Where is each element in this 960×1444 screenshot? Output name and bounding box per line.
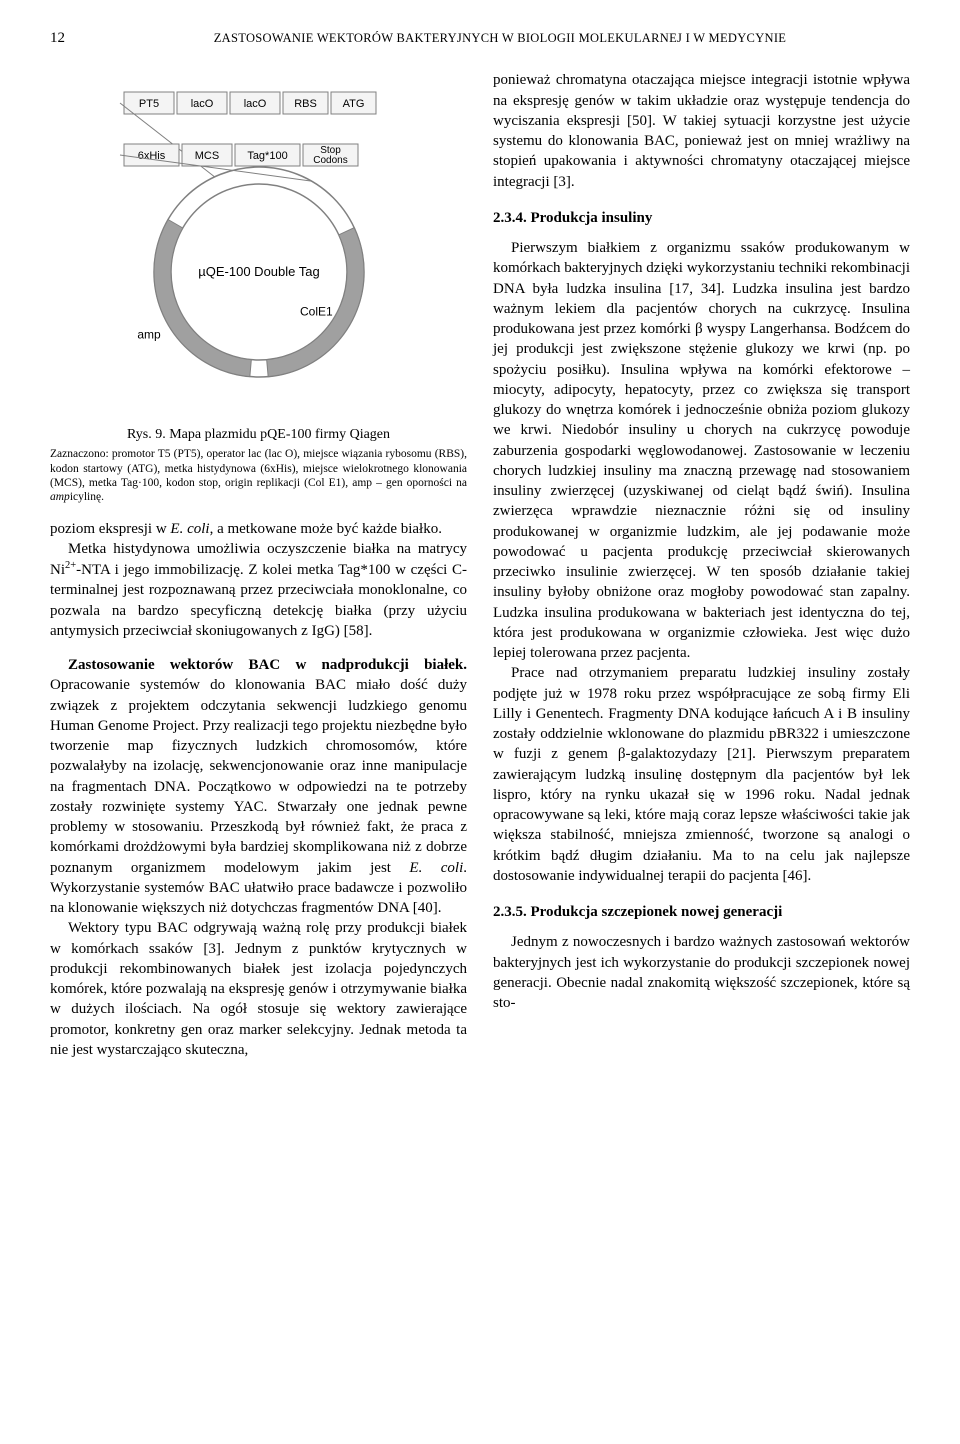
figure-caption-note: Zaznaczono: promotor T5 (PT5), operator …: [50, 447, 467, 505]
section-235-head: 2.3.5. Produkcja szczepionek nowej gener…: [493, 902, 910, 922]
svg-text:Tag*100: Tag*100: [247, 150, 287, 162]
running-head: ZASTOSOWANIE WEKTORÓW BAKTERYJNYCH W BIO…: [90, 30, 910, 47]
svg-text:RBS: RBS: [294, 98, 317, 110]
left-column: ColE1 amp µQE-100 Double Tag PT5 lacO lacO RBS…: [50, 70, 467, 1060]
right-column: ponieważ chromatyna otaczająca miejsce i…: [493, 70, 910, 1060]
right-p3: Jednym z nowoczesnych i bardzo ważnych z…: [493, 932, 910, 1013]
page-header: 12 ZASTOSOWANIE WEKTORÓW BAKTERYJNYCH W …: [50, 28, 910, 48]
left-p3: Zastosowanie wektorów BAC w nadprodukcji…: [50, 655, 467, 918]
svg-text:PT5: PT5: [138, 98, 158, 110]
page-number: 12: [50, 28, 90, 48]
left-p4: Wektory typu BAC odgrywają ważną rolę pr…: [50, 918, 467, 1060]
left-p2: Metka histydynowa umożliwia oczyszczenie…: [50, 539, 467, 641]
two-column-layout: ColE1 amp µQE-100 Double Tag PT5 lacO lacO RBS…: [50, 70, 910, 1060]
svg-text:ColE1: ColE1: [299, 305, 332, 319]
svg-text:MCS: MCS: [194, 150, 218, 162]
right-p1: Pierwszym białkiem z organizmu ssaków pr…: [493, 238, 910, 663]
section-234-head: 2.3.4. Produkcja insuliny: [493, 208, 910, 228]
plasmid-diagram: ColE1 amp µQE-100 Double Tag PT5 lacO lacO RBS…: [64, 82, 454, 412]
svg-text:amp: amp: [137, 328, 161, 342]
right-p2: Prace nad otrzymaniem preparatu ludzkiej…: [493, 663, 910, 886]
svg-text:ATG: ATG: [342, 98, 364, 110]
figure-9: ColE1 amp µQE-100 Double Tag PT5 lacO lacO RBS…: [50, 82, 467, 412]
svg-text:Codons: Codons: [313, 155, 347, 166]
svg-text:lacO: lacO: [243, 98, 266, 110]
left-p1: poziom ekspresji w E. coli, a metkowane …: [50, 519, 467, 539]
svg-text:lacO: lacO: [190, 98, 213, 110]
right-p0: ponieważ chromatyna otaczająca miejsce i…: [493, 70, 910, 192]
svg-text:µQE-100 Double Tag: µQE-100 Double Tag: [198, 264, 319, 279]
figure-caption: Rys. 9. Mapa plazmidu pQE-100 firmy Qiag…: [50, 426, 467, 445]
